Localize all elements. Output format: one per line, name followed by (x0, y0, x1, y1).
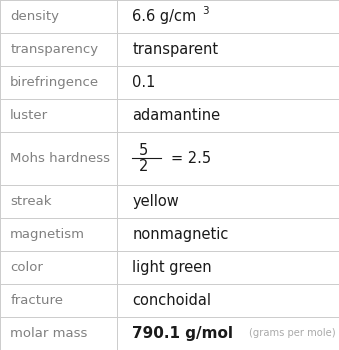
Text: conchoidal: conchoidal (132, 293, 211, 308)
Text: 790.1 g/mol: 790.1 g/mol (132, 326, 233, 341)
Text: color: color (10, 261, 43, 274)
Text: molar mass: molar mass (10, 327, 87, 340)
Text: 3: 3 (202, 6, 208, 16)
Text: fracture: fracture (10, 294, 63, 307)
Text: 6.6 g/cm: 6.6 g/cm (132, 9, 197, 24)
Text: adamantine: adamantine (132, 108, 220, 123)
Text: transparent: transparent (132, 42, 218, 57)
Text: transparency: transparency (10, 43, 98, 56)
Text: (grams per mole): (grams per mole) (249, 329, 336, 338)
Text: light green: light green (132, 260, 212, 275)
Text: luster: luster (10, 109, 48, 122)
Text: nonmagnetic: nonmagnetic (132, 227, 228, 242)
Text: 5: 5 (139, 142, 148, 158)
Text: 2: 2 (139, 160, 148, 174)
Text: density: density (10, 10, 59, 23)
Text: = 2.5: = 2.5 (171, 151, 211, 166)
Text: magnetism: magnetism (10, 228, 85, 241)
Text: 0.1: 0.1 (132, 75, 156, 90)
Text: birefringence: birefringence (10, 76, 99, 89)
Text: Mohs hardness: Mohs hardness (10, 152, 110, 165)
Text: yellow: yellow (132, 194, 179, 209)
Text: streak: streak (10, 195, 52, 208)
